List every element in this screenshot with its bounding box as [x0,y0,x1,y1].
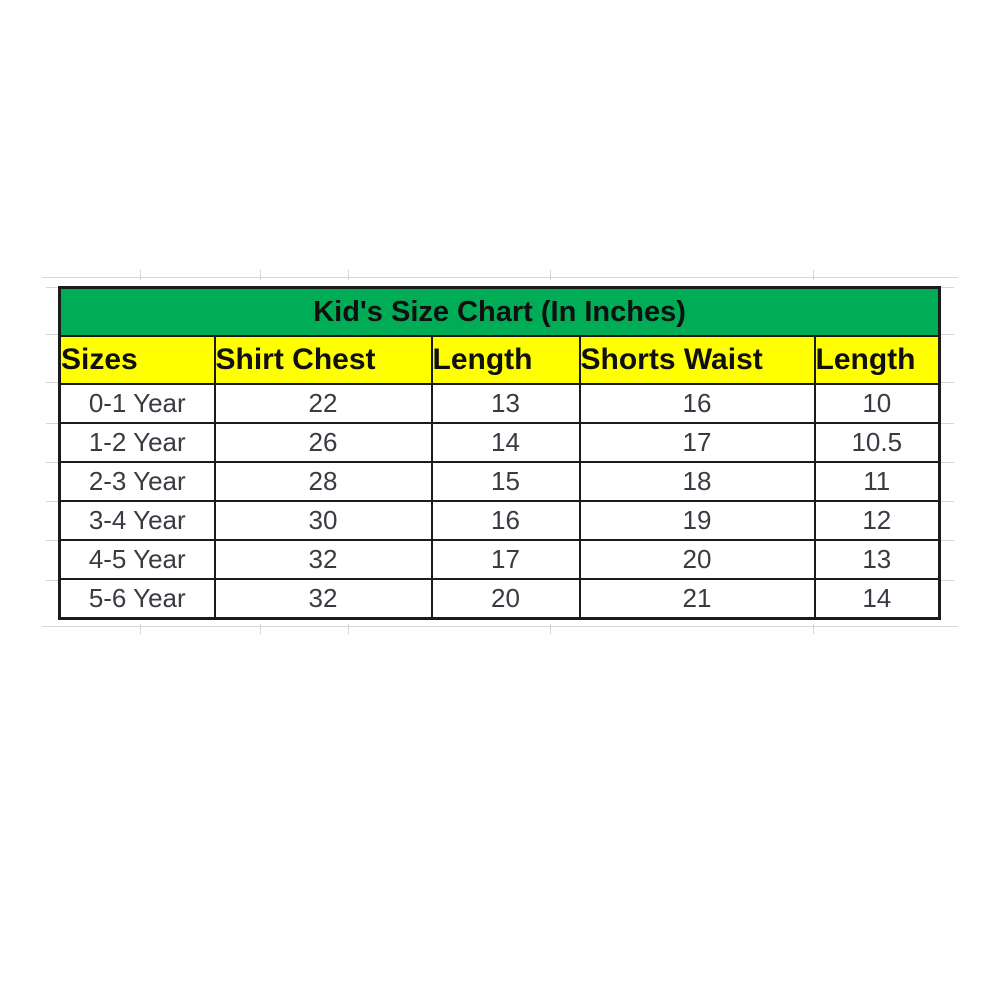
measurement-cell: 17 [430,539,581,580]
spreadsheet-gridline [140,270,141,280]
measurement-cell: 12 [813,500,941,541]
size-label-cell: 4-5 Year [58,539,216,580]
spreadsheet-gridline [348,270,349,280]
size-label-cell: 2-3 Year [58,461,216,502]
measurement-cell: 10.5 [813,422,941,463]
spreadsheet-gridline [260,270,261,280]
measurement-cell: 21 [578,578,816,620]
measurement-cell: 15 [430,461,581,502]
measurement-cell: 22 [213,383,433,424]
size-label-cell: 3-4 Year [58,500,216,541]
spreadsheet-gridline [941,423,954,424]
measurement-cell: 16 [430,500,581,541]
table-row: 3-4 Year 30 16 19 12 [58,500,941,541]
table-row: 1-2 Year 26 14 17 10.5 [58,422,941,463]
measurement-cell: 20 [578,539,816,580]
measurement-cell: 17 [578,422,816,463]
spreadsheet-gridline [813,624,814,634]
measurement-cell: 32 [213,578,433,620]
spreadsheet-gridline [941,580,954,581]
spreadsheet-gridline [550,270,551,280]
spreadsheet-gridline [46,423,58,424]
spreadsheet-gridline [42,277,958,278]
spreadsheet-gridline [348,624,349,634]
size-chart-table: Kid's Size Chart (In Inches) Sizes Shirt … [58,286,942,620]
measurement-cell: 28 [213,461,433,502]
spreadsheet-gridline [941,540,954,541]
spreadsheet-gridline [813,270,814,280]
spreadsheet-gridline [941,334,954,335]
column-header: Shorts Waist [578,335,816,385]
spreadsheet-gridline [46,540,58,541]
header-row: Sizes Shirt Chest Length Shorts Waist Length [58,335,941,385]
measurement-cell: 18 [578,461,816,502]
spreadsheet-gridline [941,382,954,383]
spreadsheet-gridline [46,334,58,335]
measurement-cell: 19 [578,500,816,541]
column-header: Length [813,335,941,385]
spreadsheet-gridline [42,626,958,627]
spreadsheet-gridline [46,580,58,581]
spreadsheet-gridline [46,462,58,463]
column-header: Length [430,335,581,385]
measurement-cell: 32 [213,539,433,580]
table-row: 0-1 Year 22 13 16 10 [58,383,941,424]
spreadsheet-gridline [46,382,58,383]
size-label-cell: 1-2 Year [58,422,216,463]
chart-title: Kid's Size Chart (In Inches) [58,286,941,337]
spreadsheet-gridline [941,501,954,502]
spreadsheet-gridline [46,501,58,502]
measurement-cell: 11 [813,461,941,502]
table-row: 5-6 Year 32 20 21 14 [58,578,941,620]
spreadsheet-gridline [46,287,58,288]
spreadsheet-gridline [550,624,551,634]
table-row: 2-3 Year 28 15 18 11 [58,461,941,502]
measurement-cell: 14 [430,422,581,463]
measurement-cell: 13 [813,539,941,580]
size-label-cell: 5-6 Year [58,578,216,620]
measurement-cell: 26 [213,422,433,463]
measurement-cell: 30 [213,500,433,541]
measurement-cell: 13 [430,383,581,424]
measurement-cell: 16 [578,383,816,424]
spreadsheet-gridline [140,624,141,634]
table-row: 4-5 Year 32 17 20 13 [58,539,941,580]
size-label-cell: 0-1 Year [58,383,216,424]
column-header: Sizes [58,335,216,385]
spreadsheet-gridline [260,624,261,634]
spreadsheet-gridline [941,462,954,463]
title-row: Kid's Size Chart (In Inches) [58,286,941,337]
measurement-cell: 14 [813,578,941,620]
measurement-cell: 20 [430,578,581,620]
spreadsheet-gridline [941,287,954,288]
column-header: Shirt Chest [213,335,433,385]
measurement-cell: 10 [813,383,941,424]
